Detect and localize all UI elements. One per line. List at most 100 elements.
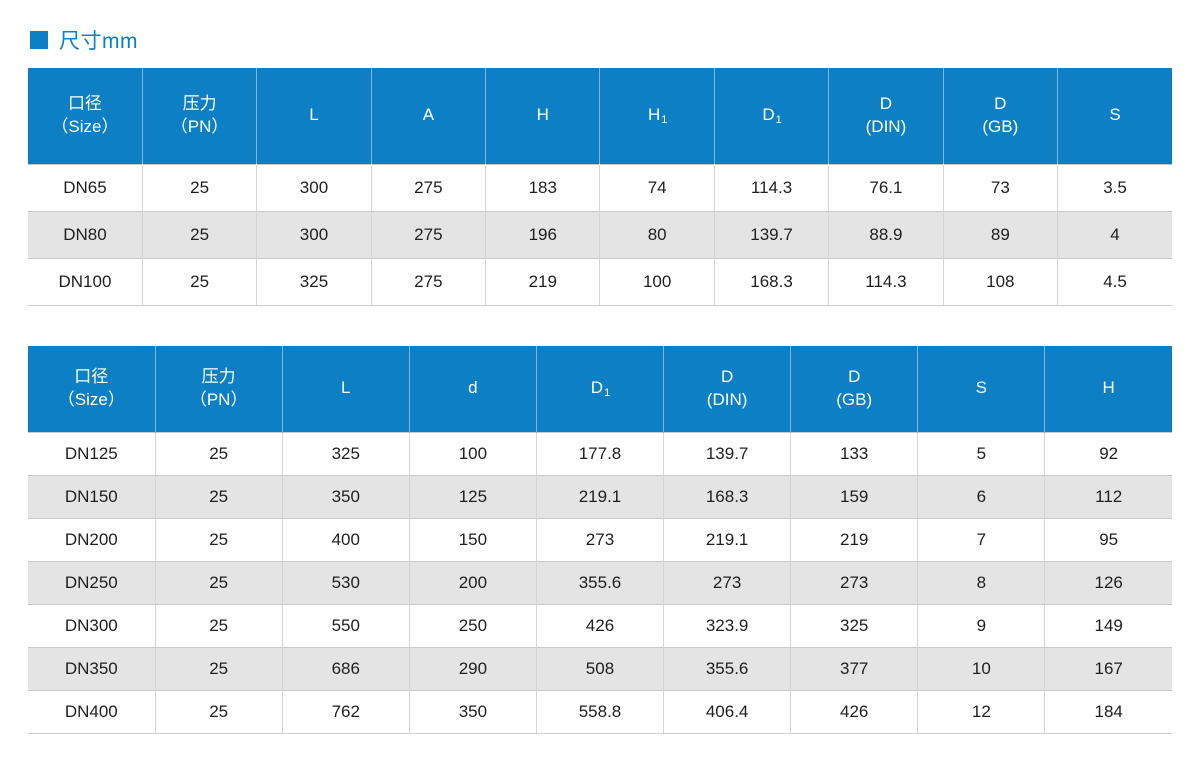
value-cell: 762 xyxy=(281,690,410,734)
header-cell: D (GB) xyxy=(790,345,918,433)
value-cell: 275 xyxy=(370,163,486,211)
table-body: DN65 25 300 275 183 74 114.3 76.1 73 3.5 DN80 25 300… xyxy=(28,163,1172,306)
value-cell: 377 xyxy=(790,647,918,691)
value-cell: 8 xyxy=(917,561,1045,605)
size-cell: DN100 xyxy=(28,257,143,306)
section-title-row: 尺寸mm xyxy=(28,0,1172,68)
value-cell: 219.1 xyxy=(663,518,791,562)
title-marker-icon xyxy=(30,31,48,49)
value-cell: 10 xyxy=(917,647,1045,691)
value-cell: 426 xyxy=(790,690,918,734)
size-cell: DN65 xyxy=(28,163,143,211)
value-cell: 406.4 xyxy=(663,690,791,734)
table-row: DN100 25 325 275 219 100 168.3 114.3 108 4.5 xyxy=(28,257,1172,306)
value-cell: 25 xyxy=(154,432,283,476)
value-cell: 168.3 xyxy=(663,475,791,519)
value-cell: 114.3 xyxy=(713,163,829,211)
value-cell: 100 xyxy=(599,257,715,306)
size-cell: DN300 xyxy=(28,604,156,648)
value-cell: 139.7 xyxy=(663,432,791,476)
value-cell: 530 xyxy=(281,561,410,605)
header-cell: 口径 （Size） xyxy=(28,68,143,164)
value-cell: 325 xyxy=(281,432,410,476)
value-cell: 7 xyxy=(917,518,1045,562)
size-cell: DN400 xyxy=(28,690,156,734)
value-cell: 300 xyxy=(256,210,372,258)
value-cell: 400 xyxy=(281,518,410,562)
header-cell: D1 xyxy=(535,345,664,433)
value-cell: 275 xyxy=(370,210,486,258)
value-cell: 350 xyxy=(281,475,410,519)
table-row: DN400 25 762 350 558.8 406.4 426 12 184 xyxy=(28,690,1172,734)
value-cell: 273 xyxy=(663,561,791,605)
value-cell: 219 xyxy=(790,518,918,562)
value-cell: 73 xyxy=(942,163,1058,211)
value-cell: 6 xyxy=(917,475,1045,519)
value-cell: 167 xyxy=(1044,647,1172,691)
value-cell: 95 xyxy=(1044,518,1172,562)
value-cell: 80 xyxy=(599,210,715,258)
header-cell: D (DIN) xyxy=(663,345,791,433)
value-cell: 114.3 xyxy=(828,257,944,306)
size-cell: DN150 xyxy=(28,475,156,519)
value-cell: 149 xyxy=(1044,604,1172,648)
value-cell: 89 xyxy=(942,210,1058,258)
table-row: DN80 25 300 275 196 80 139.7 88.9 89 4 xyxy=(28,210,1172,258)
value-cell: 219.1 xyxy=(535,475,664,519)
value-cell: 92 xyxy=(1044,432,1172,476)
table-row: DN350 25 686 290 508 355.6 377 10 167 xyxy=(28,647,1172,691)
size-cell: DN250 xyxy=(28,561,156,605)
value-cell: 3.5 xyxy=(1057,163,1172,211)
size-cell: DN200 xyxy=(28,518,156,562)
value-cell: 686 xyxy=(281,647,410,691)
value-cell: 133 xyxy=(790,432,918,476)
table-body: DN125 25 325 100 177.8 139.7 133 5 92 DN150 25 350 1… xyxy=(28,432,1172,734)
value-cell: 25 xyxy=(154,690,283,734)
table-row: DN65 25 300 275 183 74 114.3 76.1 73 3.5 xyxy=(28,163,1172,211)
value-cell: 177.8 xyxy=(535,432,664,476)
value-cell: 25 xyxy=(141,163,257,211)
value-cell: 300 xyxy=(256,163,372,211)
header-cell: D1 xyxy=(713,68,829,164)
value-cell: 12 xyxy=(917,690,1045,734)
value-cell: 4.5 xyxy=(1057,257,1172,306)
value-cell: 426 xyxy=(535,604,664,648)
header-cell: 压力 （PN） xyxy=(154,345,283,433)
header-cell: H1 xyxy=(599,68,715,164)
table-header: 口径 （Size） 压力 （PN） L A H H1 D1 D (DIN) D (GB) S xyxy=(28,68,1172,164)
value-cell: 355.6 xyxy=(663,647,791,691)
value-cell: 273 xyxy=(790,561,918,605)
value-cell: 88.9 xyxy=(828,210,944,258)
header-cell: H xyxy=(1044,345,1172,433)
value-cell: 350 xyxy=(408,690,537,734)
value-cell: 250 xyxy=(408,604,537,648)
table-spacer xyxy=(28,306,1172,346)
value-cell: 355.6 xyxy=(535,561,664,605)
value-cell: 275 xyxy=(370,257,486,306)
table-row: DN250 25 530 200 355.6 273 273 8 126 xyxy=(28,561,1172,605)
table-row: DN125 25 325 100 177.8 139.7 133 5 92 xyxy=(28,432,1172,476)
spec-sheet-page: 尺寸mm 口径 （Size） 压力 （PN） L A H H1 D1 D (DIN) D (GB) S DN… xyxy=(28,0,1172,734)
value-cell: 25 xyxy=(154,647,283,691)
value-cell: 25 xyxy=(141,210,257,258)
header-cell: 压力 （PN） xyxy=(141,68,257,164)
header-cell: A xyxy=(370,68,486,164)
header-cell: D (GB) xyxy=(942,68,1058,164)
value-cell: 76.1 xyxy=(828,163,944,211)
value-cell: 100 xyxy=(408,432,537,476)
value-cell: 9 xyxy=(917,604,1045,648)
value-cell: 25 xyxy=(154,518,283,562)
value-cell: 200 xyxy=(408,561,537,605)
value-cell: 184 xyxy=(1044,690,1172,734)
value-cell: 25 xyxy=(141,257,257,306)
size-cell: DN125 xyxy=(28,432,156,476)
size-cell: DN80 xyxy=(28,210,143,258)
value-cell: 550 xyxy=(281,604,410,648)
value-cell: 219 xyxy=(485,257,600,306)
value-cell: 112 xyxy=(1044,475,1172,519)
header-cell: D (DIN) xyxy=(828,68,944,164)
value-cell: 5 xyxy=(917,432,1045,476)
value-cell: 25 xyxy=(154,475,283,519)
value-cell: 273 xyxy=(535,518,664,562)
